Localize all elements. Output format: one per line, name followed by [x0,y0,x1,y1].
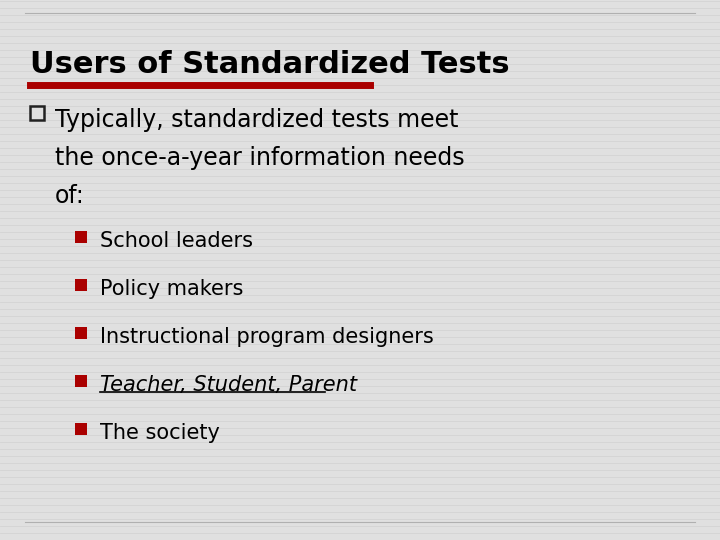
Text: the once-a-year information needs: the once-a-year information needs [55,146,464,170]
Bar [75,231,87,243]
Bar [75,279,87,291]
Text: of:: of: [55,184,85,208]
Bar [75,423,87,435]
Text: Policy makers: Policy makers [100,279,243,299]
Text: School leaders: School leaders [100,231,253,251]
Text: Teacher, Student, Parent: Teacher, Student, Parent [100,375,357,395]
Text: Typically, standardized tests meet: Typically, standardized tests meet [55,108,459,132]
Text: Users of Standardized Tests: Users of Standardized Tests [30,50,510,79]
Bar [30,106,44,120]
Bar [75,327,87,339]
Text: The society: The society [100,423,220,443]
Bar [75,375,87,387]
Text: Instructional program designers: Instructional program designers [100,327,433,347]
